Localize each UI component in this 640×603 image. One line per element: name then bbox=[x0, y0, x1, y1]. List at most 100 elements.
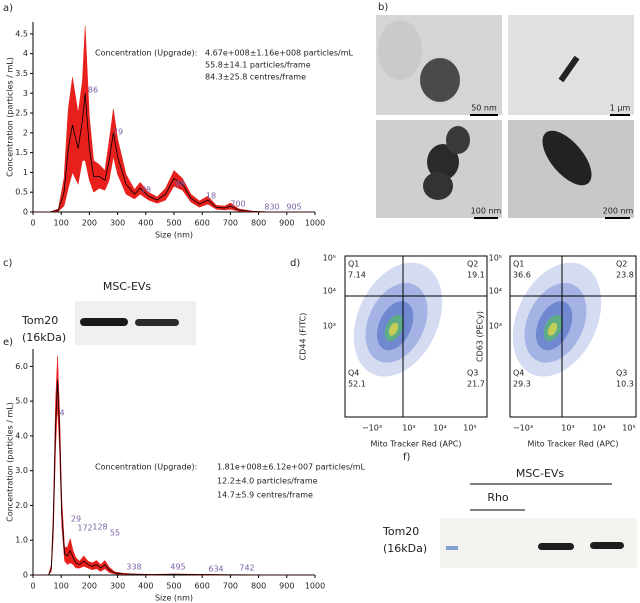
quadrant-name: Q4 bbox=[513, 369, 524, 378]
quadrant-value: 21.7 bbox=[467, 380, 485, 389]
weight-label: (16kDa) bbox=[22, 331, 66, 344]
vesicle bbox=[423, 172, 453, 200]
quadrant-name: Q3 bbox=[616, 369, 627, 378]
x-tick-label: 500 bbox=[166, 582, 181, 591]
density bbox=[388, 322, 399, 336]
x-tick-label: 900 bbox=[279, 219, 294, 228]
panel-label: b) bbox=[378, 2, 388, 13]
peak-label: 172 bbox=[77, 524, 92, 533]
x-tick-label: 200 bbox=[82, 219, 97, 228]
vesicle bbox=[558, 55, 580, 83]
peak-label: 4 bbox=[59, 409, 64, 418]
peak-label: 18 bbox=[206, 192, 216, 201]
density bbox=[547, 322, 558, 336]
panel-label: f) bbox=[403, 452, 411, 463]
x-tick-label: −10³ bbox=[362, 424, 382, 433]
mean-line bbox=[33, 380, 316, 576]
quadrant-name: Q1 bbox=[348, 260, 359, 269]
y-tick-label: 1.5 bbox=[15, 148, 28, 157]
error-band bbox=[33, 25, 315, 213]
quadrant-name: Q2 bbox=[467, 260, 478, 269]
concentration-value: 14.7±5.9 centres/frame bbox=[217, 491, 313, 500]
y-axis-label: CD44 (FITC) bbox=[299, 313, 308, 361]
x-tick-label: 400 bbox=[138, 219, 153, 228]
protein-label: Tom20 bbox=[382, 525, 419, 538]
peak-label: 128 bbox=[92, 523, 107, 532]
x-tick-label: 10⁴ bbox=[433, 424, 446, 433]
x-tick-label: 10³ bbox=[561, 424, 574, 433]
concentration-value: 4.67e+008±1.16e+008 particles/mL bbox=[205, 49, 353, 58]
peak-label: 338 bbox=[126, 563, 141, 572]
x-tick-label: 10⁵ bbox=[463, 424, 476, 433]
x-tick-label: 700 bbox=[223, 582, 238, 591]
x-tick-label: 10⁴ bbox=[592, 424, 605, 433]
y-tick-label: 10⁵ bbox=[489, 254, 502, 263]
quadrant-value: 10.3 bbox=[616, 380, 634, 389]
quadrant-value: 36.6 bbox=[513, 271, 531, 280]
x-tick-label: 1000 bbox=[305, 582, 325, 591]
concentration-label: Concentration (Upgrade): bbox=[95, 463, 197, 472]
peak-label: 495 bbox=[170, 563, 185, 572]
panel-label: e) bbox=[3, 337, 13, 348]
vesicle bbox=[427, 144, 459, 180]
y-axis-label: Concentration (particles / mL) bbox=[6, 402, 15, 522]
panel-label: d) bbox=[290, 258, 300, 269]
y-tick-label: 3.0 bbox=[15, 466, 28, 475]
quadrant-name: Q1 bbox=[513, 260, 524, 269]
band bbox=[538, 543, 574, 550]
x-tick-label: 200 bbox=[82, 582, 97, 591]
x-tick-label: 400 bbox=[138, 582, 153, 591]
x-tick-label: −10³ bbox=[513, 424, 533, 433]
quadrant-name: Q3 bbox=[467, 369, 478, 378]
vesicle bbox=[446, 126, 470, 154]
concentration-value: 1.81e+008±6.12e+007 particles/mL bbox=[217, 463, 365, 472]
quadrant-value: 29.3 bbox=[513, 380, 531, 389]
x-tick-label: 500 bbox=[166, 219, 181, 228]
y-tick-label: 4.5 bbox=[15, 29, 28, 38]
y-tick-label: 4 bbox=[23, 49, 28, 58]
y-tick-label: 10⁵ bbox=[323, 254, 336, 263]
vesicle bbox=[542, 130, 592, 186]
scale-label: 200 nm bbox=[603, 207, 634, 216]
subgroup-label: Rho bbox=[487, 491, 509, 504]
protein-label: Tom20 bbox=[21, 314, 58, 327]
tem-images bbox=[376, 15, 634, 219]
y-tick-label: 1.0 bbox=[15, 536, 28, 545]
x-axis-label: Size (nm) bbox=[155, 231, 193, 240]
x-tick-label: 800 bbox=[251, 219, 266, 228]
peak-label: 830 bbox=[264, 203, 279, 212]
x-tick-label: 10⁵ bbox=[622, 424, 635, 433]
x-tick-label: 1000 bbox=[305, 219, 325, 228]
scale-label: 1 μm bbox=[610, 104, 631, 113]
x-tick-label: 100 bbox=[54, 219, 69, 228]
x-tick-label: 300 bbox=[110, 582, 125, 591]
y-tick-label: 4.0 bbox=[15, 431, 28, 440]
y-tick-label: 0.5 bbox=[15, 188, 28, 197]
band bbox=[135, 319, 179, 326]
x-tick-label: 600 bbox=[195, 582, 210, 591]
x-tick-label: 0 bbox=[30, 582, 35, 591]
quadrant-value: 52.1 bbox=[348, 380, 366, 389]
peak-label: 742 bbox=[239, 564, 254, 573]
x-axis-label: Size (nm) bbox=[155, 594, 193, 603]
peak-label: 29 bbox=[71, 515, 81, 524]
y-tick-label: 6.0 bbox=[15, 362, 28, 371]
flow-plots: Q1 7.14 Q2 19.1 Q3 21.7 Q4 52.1 10⁵ 10⁴ 10³ −10³ 10³… bbox=[299, 254, 637, 449]
y-axis-label: Concentration (particles / mL) bbox=[6, 57, 15, 177]
x-axis-label: Mito Tracker Red (APC) bbox=[371, 440, 462, 449]
y-tick-label: 10⁴ bbox=[323, 287, 336, 296]
x-tick-label: 10³ bbox=[402, 424, 415, 433]
y-tick-label: 10⁴ bbox=[489, 287, 502, 296]
scale-label: 50 nm bbox=[471, 104, 497, 113]
peak-label: 98 bbox=[175, 180, 185, 189]
y-tick-label: 2.5 bbox=[15, 109, 28, 118]
y-tick-label: 10³ bbox=[323, 322, 336, 331]
scale-label: 100 nm bbox=[471, 207, 502, 216]
y-tick-label: 1 bbox=[23, 168, 28, 177]
background bbox=[378, 20, 422, 80]
y-tick-label: 2.0 bbox=[15, 501, 28, 510]
band bbox=[590, 542, 624, 549]
concentration-value: 12.2±4.0 particles/frame bbox=[217, 477, 318, 486]
peak-label: 79 bbox=[113, 128, 123, 137]
